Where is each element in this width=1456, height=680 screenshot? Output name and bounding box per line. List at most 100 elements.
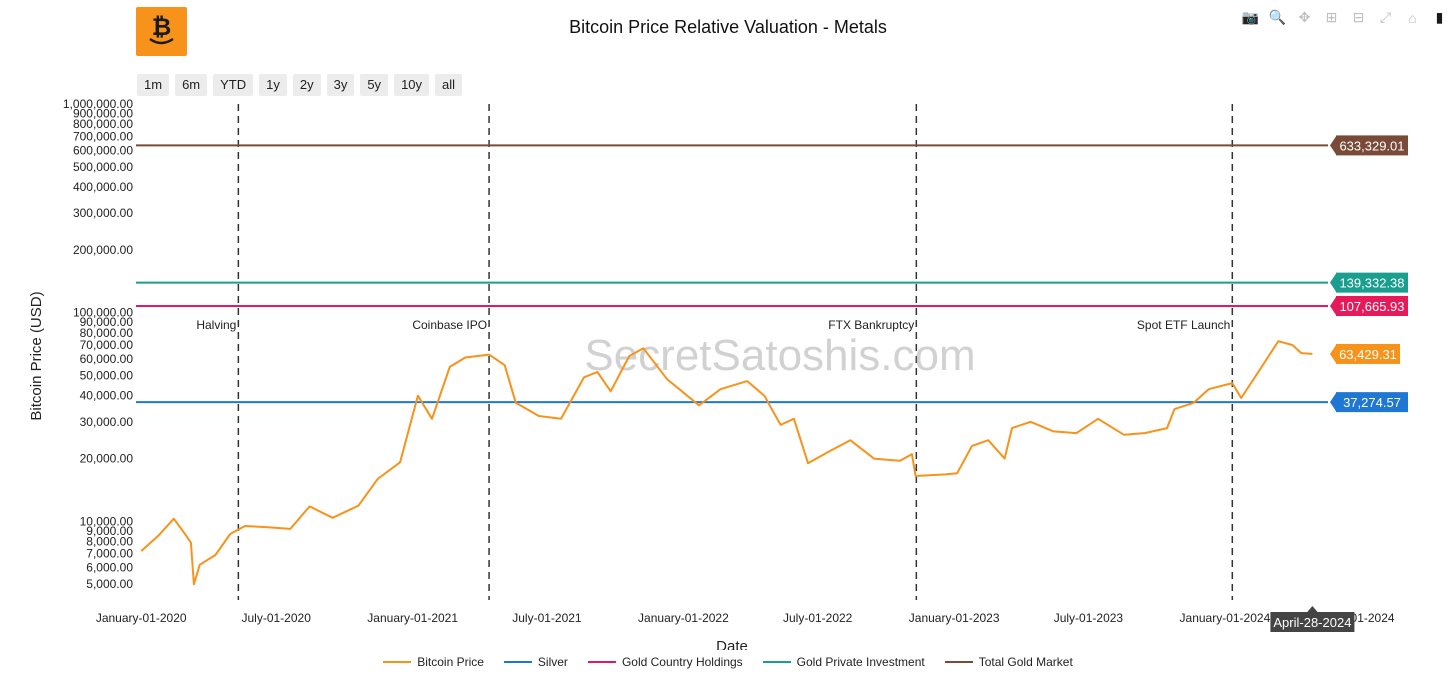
pan-icon[interactable]: ✥ (1298, 9, 1311, 25)
legend-item-bitcoin-price[interactable]: Bitcoin Price (383, 655, 484, 669)
y-tick-label: 1,000,000.00 (63, 97, 133, 111)
secret-satoshis-logo: ₿ (136, 7, 187, 56)
value-label: 633,329.01 (1339, 138, 1404, 153)
value-label-box (1336, 343, 1400, 364)
y-tick-label: 100,000.00 (73, 306, 133, 320)
y-tick-label: 300,000.00 (73, 206, 133, 220)
watermark-text: SecretSatoshis.com (584, 331, 975, 380)
legend-label: Total Gold Market (978, 655, 1073, 669)
camera-icon[interactable]: 📷 (1241, 9, 1260, 25)
range-button-ytd[interactable]: YTD (213, 74, 254, 96)
y-tick-label: 5,000.00 (86, 577, 133, 591)
y-tick-label: 70,000.00 (80, 338, 134, 352)
y-tick-label: 90,000.00 (80, 315, 134, 329)
x-tick-label: July-01-2021 (512, 611, 582, 625)
y-tick-label: 7,000.00 (86, 547, 133, 561)
logo-smile (149, 37, 174, 45)
value-label-pointer (1330, 344, 1336, 363)
value-label-box (1336, 295, 1408, 316)
value-label-pointer (1330, 136, 1336, 155)
hover-date-label: April-28-2024 (1273, 615, 1351, 630)
y-tick-label: 800,000.00 (73, 117, 133, 131)
x-tick-label: January-01-2021 (367, 611, 458, 625)
x-tick-label: July-01-2023 (1054, 611, 1124, 625)
legend-label: Bitcoin Price (417, 655, 484, 669)
range-button-1y[interactable]: 1y (259, 74, 287, 96)
legend-item-gold-private-investment[interactable]: Gold Private Investment (762, 655, 925, 669)
y-tick-label: 60,000.00 (80, 352, 134, 366)
y-tick-label: 80,000.00 (80, 326, 134, 340)
bitcoin-face-icon: ₿ (149, 13, 174, 45)
value-label: 107,665.93 (1339, 299, 1404, 314)
range-selector: 1m 6m YTD 1y 2y 3y 5y 10y all (137, 74, 463, 96)
value-label-box (1336, 135, 1408, 156)
x-tick-label: January-01-2022 (638, 611, 729, 625)
range-button-6m[interactable]: 6m (175, 74, 208, 96)
legend-swatch (944, 661, 973, 663)
legend-swatch (503, 661, 532, 663)
y-tick-label: 6,000.00 (86, 561, 133, 575)
y-tick-label: 600,000.00 (73, 143, 133, 157)
x-tick-label: January-01-2020 (96, 611, 187, 625)
value-label-box (1336, 272, 1408, 293)
y-axis-title: Bitcoin Price (USD) (28, 291, 45, 420)
event-label: Coinbase IPO (412, 318, 487, 332)
autoscale-icon[interactable]: ⤢ (1379, 9, 1392, 25)
legend-item-total-gold-market[interactable]: Total Gold Market (944, 655, 1073, 669)
value-label-pointer (1330, 296, 1336, 315)
event-label: Spot ETF Launch (1137, 318, 1230, 332)
value-label-pointer (1330, 273, 1336, 292)
legend-swatch (383, 661, 412, 663)
y-tick-label: 400,000.00 (73, 180, 133, 194)
y-tick-label: 200,000.00 (73, 243, 133, 257)
y-tick-label: 10,000.00 (80, 514, 134, 528)
bitcoin-price-line (140, 340, 1313, 586)
y-tick-label: 30,000.00 (80, 415, 134, 429)
x-tick-label: July-01-2022 (783, 611, 853, 625)
value-label-pointer (1330, 393, 1336, 412)
zoom-in-icon[interactable]: ⊞ (1325, 9, 1338, 25)
chart-toolbar: 📷 🔍 ✥ ⊞ ⊟ ⤢ ⌂ ▮ (1242, 9, 1448, 26)
range-button-1m[interactable]: 1m (137, 74, 170, 96)
x-tick-label: January-01-2024 (1180, 611, 1271, 625)
chart-svg: 5,000.00 6,000.007,000.008,000.009,000.00… (28, 97, 1408, 650)
plotly-logo-icon[interactable]: ▮ (1435, 9, 1444, 25)
event-label: FTX Bankruptcy (828, 318, 914, 332)
legend-item-silver[interactable]: Silver (503, 655, 568, 669)
range-button-5y[interactable]: 5y (360, 74, 389, 96)
y-tick-label: 8,000.00 (86, 535, 133, 549)
legend-swatch (762, 661, 791, 663)
x-tick-label: July-01-2020 (242, 611, 312, 625)
hover-date-box (1270, 612, 1355, 632)
hover-date-pointer (1306, 606, 1319, 613)
y-tick-label: 9,000.00 (86, 524, 133, 538)
reset-axes-icon[interactable]: ⌂ (1408, 9, 1417, 26)
legend-swatch (587, 661, 616, 663)
chart-legend: Bitcoin Price Silver Gold Country Holdings… (0, 655, 1456, 669)
x-axis-title: Date (716, 638, 748, 650)
legend-label: Gold Country Holdings (621, 655, 743, 669)
value-label-box (1336, 392, 1408, 413)
y-tick-label: 40,000.00 (80, 389, 134, 403)
y-tick-label: 50,000.00 (80, 369, 134, 383)
event-label: Halving (196, 318, 236, 332)
range-button-2y[interactable]: 2y (292, 74, 321, 96)
legend-item-gold-country-holdings[interactable]: Gold Country Holdings (587, 655, 743, 669)
y-tick-label: 20,000.00 (80, 452, 134, 466)
y-tick-label: 900,000.00 (73, 107, 133, 121)
range-button-10y[interactable]: 10y (394, 74, 430, 96)
legend-label: Silver (537, 655, 568, 669)
x-tick-label: January-01-2023 (909, 611, 1000, 625)
value-label: 139,332.38 (1339, 276, 1404, 291)
logo-glyph: ₿ (152, 13, 172, 41)
y-tick-label: 700,000.00 (73, 129, 133, 143)
zoom-icon[interactable]: 🔍 (1268, 9, 1287, 25)
legend-label: Gold Private Investment (796, 655, 925, 669)
range-button-all[interactable]: all (435, 74, 463, 96)
chart-title: Bitcoin Price Relative Valuation - Metal… (569, 17, 887, 37)
value-label: 37,274.57 (1343, 395, 1401, 410)
range-button-3y[interactable]: 3y (326, 74, 355, 96)
y-tick-label: 500,000.00 (73, 160, 133, 174)
zoom-out-icon[interactable]: ⊟ (1352, 9, 1365, 25)
last-price-label: 63,429.31 (1339, 347, 1397, 362)
